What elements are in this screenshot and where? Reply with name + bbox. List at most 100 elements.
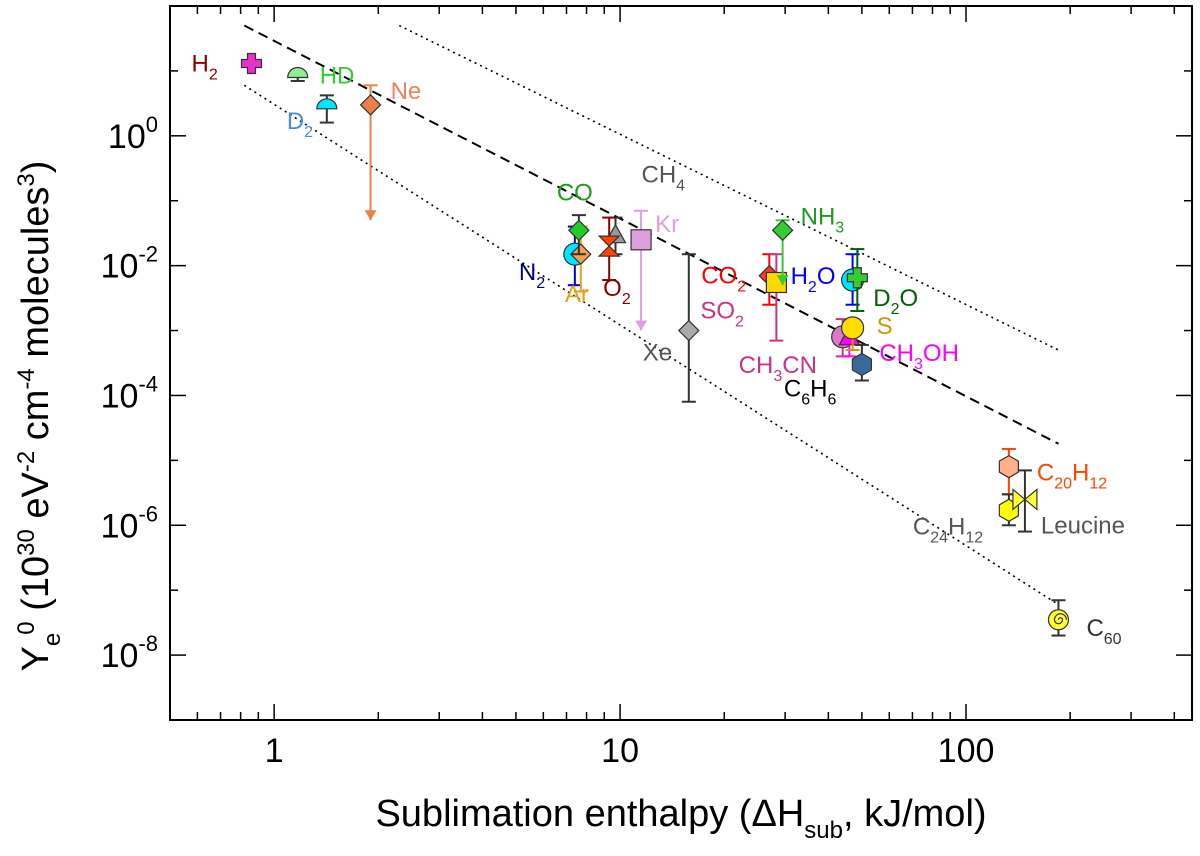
y-axis-title-tail3: cm — [15, 390, 57, 451]
label-D2: D2 — [287, 108, 313, 141]
CO-marker — [568, 219, 590, 242]
NH3-upper-limit-arrow — [776, 275, 789, 286]
H2-label-sub: 2 — [209, 67, 218, 84]
y-axis-title-tail2: eV — [15, 471, 57, 529]
y-tick-base: 10 — [101, 248, 139, 286]
label-H2O: H2O — [791, 263, 836, 296]
C24H12-label-tail: H — [948, 513, 965, 540]
y-tick-exp: -4 — [138, 371, 158, 396]
y-axis-title-sub: e — [39, 633, 66, 646]
H2O-label-main: H — [791, 263, 808, 290]
y-tick-label: 10-8 — [101, 631, 158, 675]
y-tick-label: 100 — [108, 112, 158, 156]
CH3OH-label-sub: 3 — [914, 356, 923, 373]
x-axis-title-sub: sub — [804, 817, 843, 844]
y-tick-base: 10 — [101, 507, 139, 545]
label-NH3: NH3 — [801, 203, 845, 236]
x-tick-label: 10 — [601, 732, 639, 770]
y-axis-title-tail4: molecules — [15, 187, 57, 369]
point-D2 — [316, 94, 338, 124]
y-axis-title-tail5: ) — [15, 161, 57, 174]
y-tick-exp: 0 — [146, 112, 158, 137]
CH4-label-sub: 4 — [676, 178, 685, 195]
point-NH3 — [771, 219, 794, 286]
label-Ne: Ne — [391, 78, 422, 105]
D2-label-sub: 2 — [304, 124, 313, 141]
D2-marker — [316, 98, 338, 110]
C24H12-label-sub2: 12 — [965, 529, 983, 546]
plot-frame — [169, 5, 1193, 721]
C24H12-label-sub: 24 — [930, 529, 948, 546]
label-C60: C60 — [1086, 615, 1121, 648]
label-CO: CO — [557, 179, 593, 206]
Ne-marker — [359, 94, 382, 116]
D2-label-main: D — [287, 108, 304, 135]
y-axis-title: Ye0 (1030 eV-2 cm-4 molecules3) — [13, 161, 66, 672]
H2-label-main: H — [191, 51, 208, 78]
D2O-marker — [846, 267, 868, 289]
label-D2O: D2O — [873, 285, 918, 318]
label-Xe: Xe — [643, 340, 672, 367]
H2O-label-sub: 2 — [808, 279, 817, 296]
point-CO — [568, 214, 590, 256]
point-H2 — [240, 52, 263, 75]
x-axis-title: Sublimation enthalpy (ΔHsub, kJ/mol) — [375, 793, 986, 844]
C60-label-sub: 60 — [1104, 631, 1122, 648]
label-Ar: Ar — [565, 281, 589, 308]
HD-marker — [287, 66, 309, 79]
CH3CN-label-main: CH — [739, 352, 774, 379]
Xe-marker — [677, 319, 700, 342]
Kr-label-main: Kr — [655, 211, 679, 238]
H2O-label-tail: O — [817, 263, 836, 290]
point-Kr — [630, 209, 652, 331]
fit-line-dotted — [243, 84, 1059, 606]
label-CO2: CO2 — [701, 263, 746, 296]
C60-marker — [1047, 609, 1070, 631]
N2-label-sub: 2 — [536, 275, 545, 292]
point-C60 — [1047, 599, 1070, 637]
Ne-upper-limit-arrow — [364, 210, 377, 221]
C20H12-label-sub: 20 — [1054, 476, 1072, 493]
CO-label-main: CO — [557, 179, 593, 206]
label-CH3OH: CH3OH — [879, 340, 959, 373]
label-Kr: Kr — [655, 211, 679, 238]
C6H6-label-sub2: 6 — [827, 391, 836, 408]
CH3CN-label-tail: CN — [782, 352, 817, 379]
CH4-label-main: CH — [642, 162, 677, 189]
N2-label-main: N — [519, 259, 536, 286]
C20H12-label-tail: H — [1072, 460, 1089, 487]
label-H2: H2 — [191, 51, 217, 84]
label-N2: N2 — [519, 259, 545, 292]
C6H6-label-main: C — [784, 375, 801, 402]
y-tick-base: 10 — [108, 118, 146, 156]
label-C20H12: C20H12 — [1037, 460, 1107, 493]
point-S — [840, 316, 865, 352]
Xe-label-main: Xe — [643, 340, 672, 367]
point-D2O — [846, 248, 868, 313]
Ar-label-main: Ar — [565, 281, 589, 308]
x-axis-title-tail: , kJ/mol) — [843, 793, 987, 835]
x-tick-label: 1 — [265, 732, 284, 770]
label-Leucine: Leucine — [1041, 512, 1125, 539]
CO2-label-sub: 2 — [737, 279, 746, 296]
y-tick-exp: -2 — [138, 242, 158, 267]
C6H6-label-sub: 6 — [801, 391, 810, 408]
Kr-marker — [630, 229, 652, 251]
CH3OH-label-tail: OH — [923, 340, 959, 367]
label-CH4: CH4 — [642, 162, 686, 195]
H2-marker — [240, 52, 263, 75]
NH3-marker — [771, 219, 794, 242]
Kr-upper-limit-arrow — [635, 320, 648, 331]
S-marker — [840, 316, 865, 340]
label-C6H6: C6H6 — [784, 375, 837, 408]
D2O-label-tail: O — [900, 285, 919, 312]
y-tick-label: 10-6 — [101, 501, 158, 545]
Ne-label-main: Ne — [391, 78, 422, 105]
D2O-label-main: D — [873, 285, 890, 312]
fit-lines — [243, 24, 1059, 606]
y-axis-title-tail1: (10 — [15, 556, 57, 621]
C60-label-main: C — [1086, 615, 1103, 642]
C24H12-label-main: C — [913, 513, 930, 540]
